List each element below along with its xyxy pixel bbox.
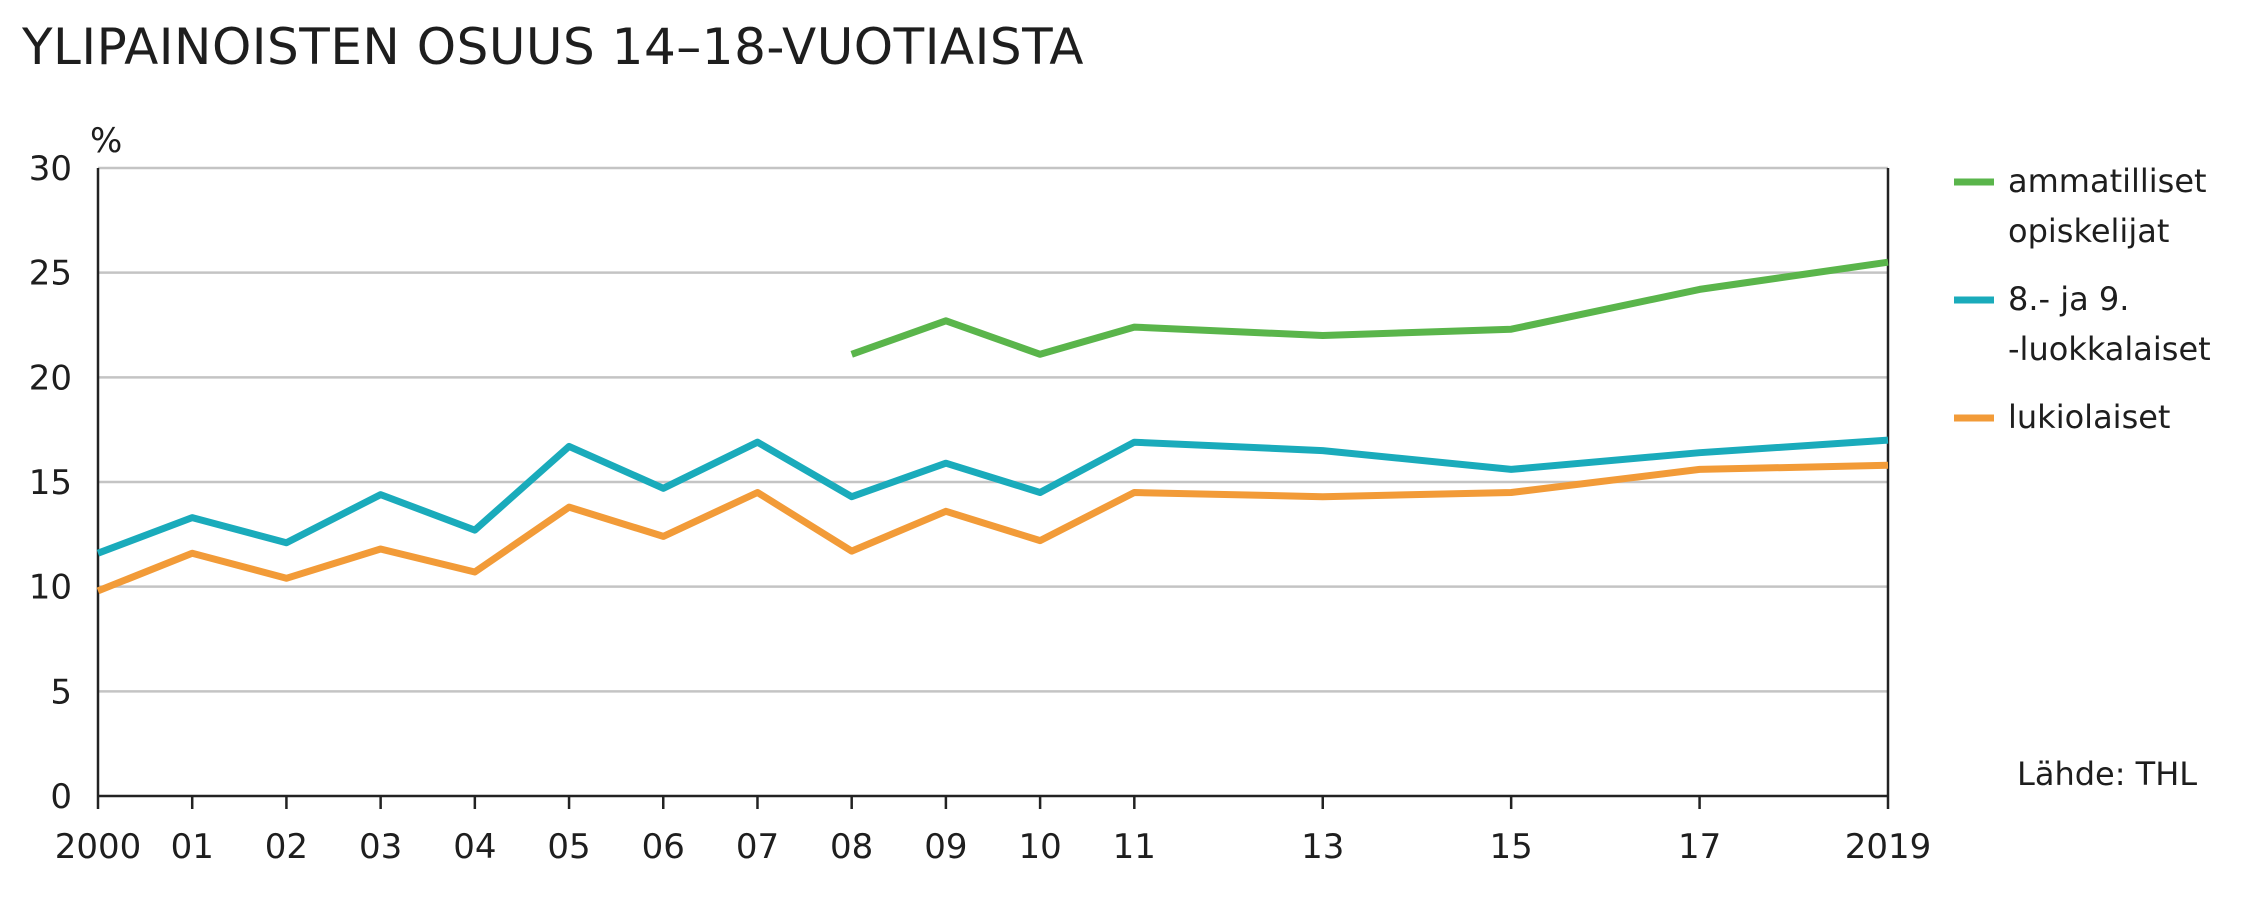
chart-title: YLIPAINOISTEN OSUUS 14–18-VUOTIAISTA (22, 18, 1084, 76)
y-axis-ticks: 0 5 10 15 20 25 30 (29, 149, 72, 817)
y-axis-unit-label: % (90, 121, 122, 161)
x-tick-label: 03 (359, 827, 402, 867)
y-tick-label: 20 (29, 358, 72, 398)
y-tick-label: 25 (29, 254, 72, 294)
x-tick-label: 02 (265, 827, 308, 867)
x-tick-label: 09 (924, 827, 967, 867)
legend-label-0: ammatilliset (2008, 162, 2207, 200)
x-tick-label: 01 (171, 827, 214, 867)
legend-label-1: 8.- ja 9. (2008, 280, 2129, 318)
x-tick-label: 15 (1490, 827, 1533, 867)
series-line-1 (96, 436, 1889, 557)
gridlines (98, 166, 1888, 693)
x-tick-label: 04 (453, 827, 496, 867)
x-tick-label: 11 (1113, 827, 1156, 867)
x-axis-ticks: 2000 01 02 03 04 05 06 07 08 09 10 11 13 15 17 2019 (55, 796, 1932, 867)
x-tick-label: 17 (1678, 827, 1721, 867)
legend-label-2: lukiolaiset (2008, 398, 2170, 436)
source-label: Lähde: THL (2017, 755, 2197, 793)
y-tick-label: 10 (29, 568, 72, 608)
x-tick-label: 2019 (1845, 827, 1932, 867)
x-tick-label: 07 (736, 827, 779, 867)
x-tick-label: 08 (830, 827, 873, 867)
x-tick-label: 2000 (55, 827, 142, 867)
legend-label-0: opiskelijat (2008, 212, 2169, 250)
x-tick-label: 13 (1301, 827, 1344, 867)
y-tick-label: 15 (29, 463, 72, 503)
data-series (96, 258, 1889, 595)
y-tick-label: 0 (50, 777, 72, 817)
axes (96, 168, 1890, 798)
series-line-0 (850, 258, 1889, 358)
x-tick-label: 06 (642, 827, 685, 867)
x-tick-label: 05 (547, 827, 590, 867)
legend: ammatilliset opiskelijat 8.- ja 9. -luokkal… (1954, 162, 2211, 436)
y-tick-label: 5 (50, 672, 72, 712)
x-tick-label: 10 (1018, 827, 1061, 867)
series-line-2 (96, 461, 1889, 595)
y-tick-label: 30 (29, 149, 72, 189)
legend-label-1: -luokkalaiset (2008, 330, 2211, 368)
